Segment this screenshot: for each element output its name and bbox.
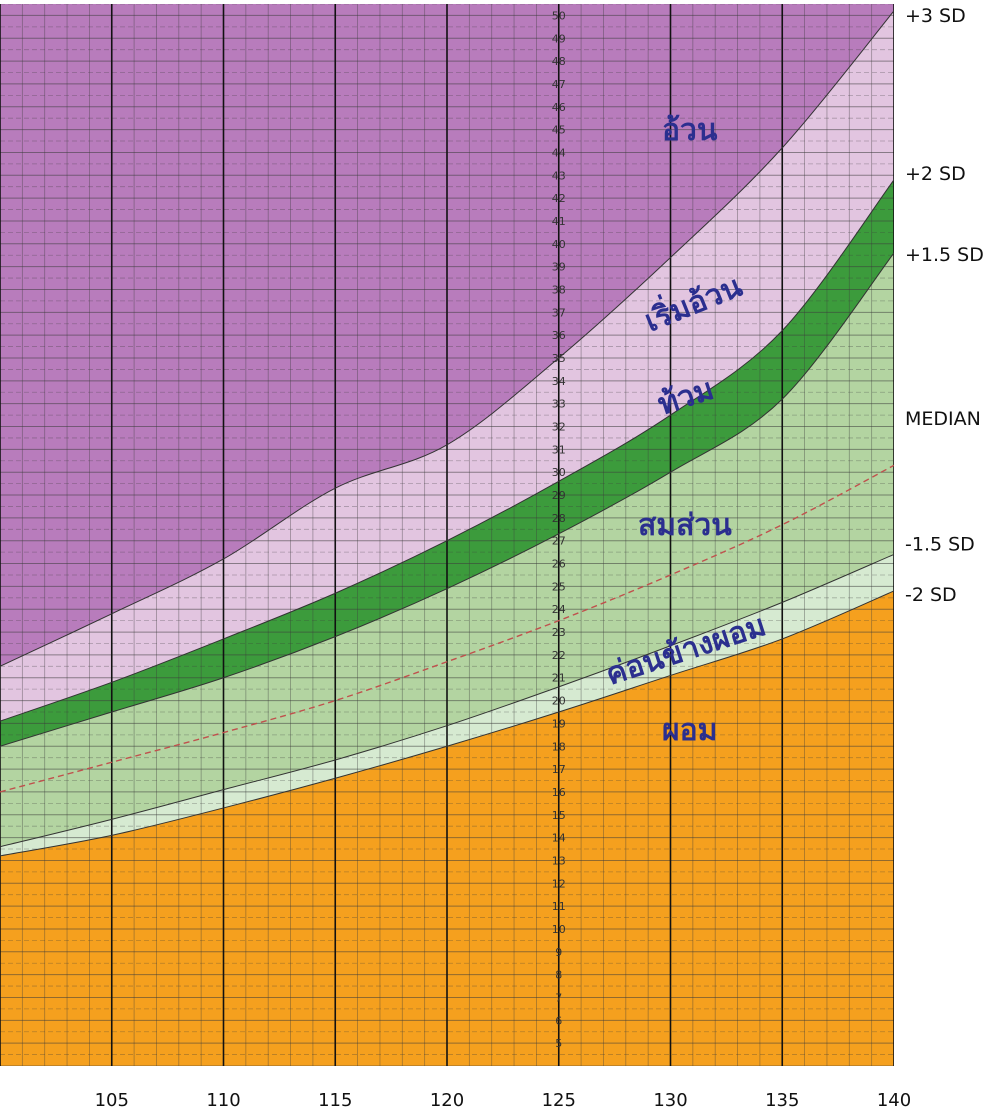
y-tick-label: 40 <box>552 238 566 251</box>
zone-label: ผอม <box>662 713 717 748</box>
x-tick-label: 130 <box>653 1090 687 1111</box>
y-tick-label: 29 <box>552 489 566 502</box>
x-tick-label: 110 <box>206 1090 240 1111</box>
series-line-1 <box>0 179 894 722</box>
y-tick-label: 30 <box>552 466 566 479</box>
y-tick-label: 36 <box>552 329 566 342</box>
y-tick-label: 10 <box>552 923 566 936</box>
sd-label: +3 SD <box>905 5 966 27</box>
y-tick-label: 48 <box>552 55 566 68</box>
y-tick-label: 42 <box>552 192 566 205</box>
x-tick-label: 120 <box>430 1090 464 1111</box>
y-tick-label: 45 <box>552 124 566 137</box>
y-tick-label: 19 <box>552 717 566 730</box>
y-tick-label: 23 <box>552 626 566 639</box>
y-tick-label: 33 <box>552 398 566 411</box>
y-tick-label: 34 <box>552 375 566 388</box>
y-tick-label: 43 <box>552 169 566 182</box>
zone-label: สมส่วน <box>638 508 732 543</box>
x-tick-label: 135 <box>765 1090 799 1111</box>
y-tick-label: 25 <box>552 580 566 593</box>
y-tick-label: 39 <box>552 261 566 274</box>
y-tick-label: 38 <box>552 283 566 296</box>
y-tick-label: 28 <box>552 512 566 525</box>
series-line-3 <box>0 464 894 793</box>
y-tick-label: 44 <box>552 146 566 159</box>
sd-label: -2 SD <box>905 584 957 606</box>
y-tick-label: 37 <box>552 306 566 319</box>
y-tick-label: 8 <box>555 969 562 982</box>
y-tick-label: 5 <box>555 1037 562 1050</box>
y-tick-label: 6 <box>555 1014 562 1027</box>
y-tick-label: 32 <box>552 421 566 434</box>
sd-label: +2 SD <box>905 163 966 185</box>
series-line-5 <box>0 590 894 857</box>
zone-label: อ้วน <box>662 113 718 148</box>
y-tick-label: 46 <box>552 101 566 114</box>
zone-overweight <box>0 10 894 722</box>
y-tick-label: 14 <box>552 832 566 845</box>
y-tick-label: 50 <box>552 9 566 22</box>
zone-slightly-thin <box>0 554 894 856</box>
y-tick-label: 12 <box>552 877 566 890</box>
x-tick-label: 140 <box>877 1090 911 1111</box>
x-tick-label: 115 <box>318 1090 352 1111</box>
y-tick-label: 20 <box>552 695 566 708</box>
y-tick-label: 16 <box>552 786 566 799</box>
y-tick-label: 15 <box>552 809 566 822</box>
sd-label: +1.5 SD <box>905 244 984 266</box>
y-tick-label: 11 <box>552 900 566 913</box>
x-tick-label: 125 <box>542 1090 576 1111</box>
y-tick-label: 24 <box>552 603 566 616</box>
y-tick-label: 41 <box>552 215 566 228</box>
y-tick-label: 13 <box>552 854 566 867</box>
series-line-0 <box>0 10 894 667</box>
y-tick-label: 31 <box>552 443 566 456</box>
x-tick-label: 105 <box>95 1090 129 1111</box>
sd-label: -1.5 SD <box>905 533 975 555</box>
y-tick-label: 26 <box>552 558 566 571</box>
y-tick-label: 21 <box>552 672 566 685</box>
y-tick-label: 17 <box>552 763 566 776</box>
y-tick-label: 47 <box>552 78 566 91</box>
y-tick-label: 27 <box>552 535 566 548</box>
series-line-4 <box>0 553 894 848</box>
sd-label: MEDIAN <box>905 408 981 430</box>
y-tick-label: 18 <box>552 740 566 753</box>
y-tick-label: 9 <box>555 946 562 959</box>
y-tick-label: 35 <box>552 352 566 365</box>
y-tick-label: 49 <box>552 32 566 45</box>
series-line-2 <box>0 252 894 747</box>
y-tick-label: 22 <box>552 649 566 662</box>
y-tick-label: 7 <box>555 991 562 1004</box>
